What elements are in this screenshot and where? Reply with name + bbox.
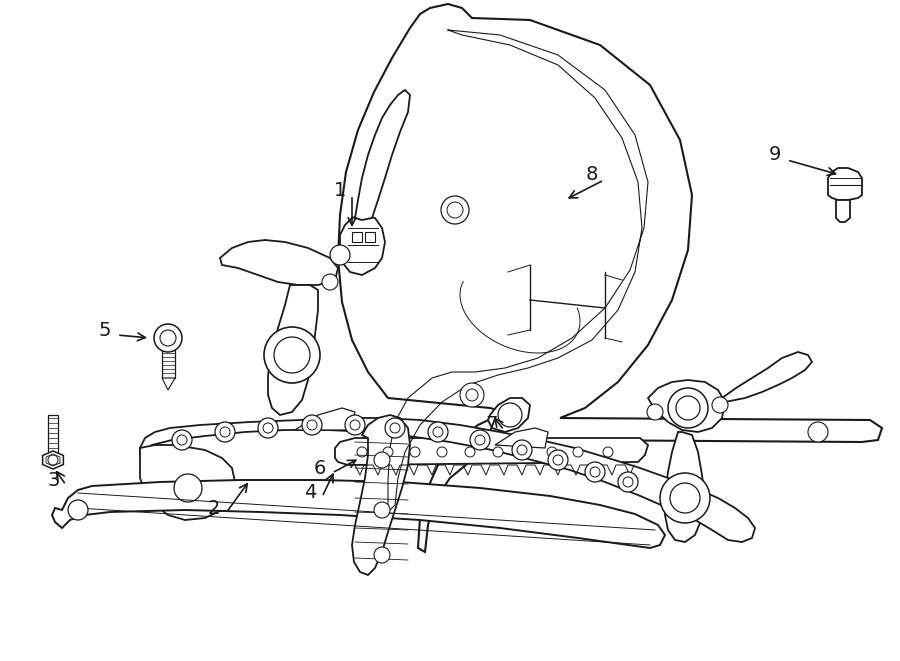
Circle shape [383,447,393,457]
Circle shape [374,502,390,518]
Circle shape [160,330,176,346]
Circle shape [258,418,278,438]
Circle shape [302,415,322,435]
Text: 3: 3 [48,471,60,490]
Polygon shape [48,415,58,455]
Circle shape [547,447,557,457]
Circle shape [512,440,532,460]
Circle shape [48,455,58,465]
Polygon shape [140,445,235,520]
Polygon shape [295,408,355,430]
Circle shape [174,474,202,502]
Polygon shape [338,4,882,552]
Text: 8: 8 [586,165,598,184]
Circle shape [307,420,317,430]
Circle shape [623,477,633,487]
Circle shape [374,452,390,468]
Polygon shape [220,240,338,285]
Text: 1: 1 [334,180,346,200]
Text: 9: 9 [769,145,781,165]
Polygon shape [52,480,665,548]
Circle shape [573,447,583,457]
Circle shape [590,467,600,477]
Circle shape [447,202,463,218]
Polygon shape [140,418,755,542]
Circle shape [460,383,484,407]
Circle shape [660,473,710,523]
Circle shape [428,422,448,442]
Polygon shape [340,215,385,275]
Circle shape [465,447,475,457]
Circle shape [350,420,360,430]
Circle shape [466,389,478,401]
Circle shape [548,450,568,470]
Circle shape [263,423,273,433]
Polygon shape [495,428,548,448]
Text: 6: 6 [314,459,326,477]
Circle shape [493,447,503,457]
Circle shape [264,327,320,383]
Polygon shape [365,232,375,242]
Circle shape [808,422,828,442]
Polygon shape [162,350,175,378]
Circle shape [357,447,367,457]
Circle shape [498,403,522,427]
Polygon shape [355,90,410,220]
Text: 5: 5 [99,321,112,340]
Circle shape [712,397,728,413]
Polygon shape [352,415,410,575]
Polygon shape [836,200,850,222]
Text: 7: 7 [486,416,499,434]
Circle shape [374,547,390,563]
Polygon shape [268,285,318,415]
Circle shape [433,427,443,437]
Circle shape [330,245,350,265]
Polygon shape [42,451,63,469]
Circle shape [517,445,527,455]
Circle shape [437,447,447,457]
Circle shape [618,472,638,492]
Circle shape [215,422,235,442]
Circle shape [470,430,490,450]
Text: 2: 2 [208,498,220,518]
Circle shape [385,418,405,438]
Circle shape [647,404,663,420]
Circle shape [668,388,708,428]
Polygon shape [722,352,812,402]
Circle shape [475,435,485,445]
Text: 4: 4 [304,483,316,502]
Circle shape [670,483,700,513]
Circle shape [274,337,310,373]
Circle shape [390,423,400,433]
Circle shape [177,435,187,445]
Polygon shape [665,432,705,542]
Polygon shape [352,232,362,242]
Circle shape [603,447,613,457]
Polygon shape [335,438,648,465]
Polygon shape [648,380,725,432]
Circle shape [220,427,230,437]
Circle shape [154,324,182,352]
Circle shape [172,430,192,450]
Circle shape [322,274,338,290]
Polygon shape [828,168,862,200]
Circle shape [520,447,530,457]
Circle shape [410,447,420,457]
Circle shape [676,396,700,420]
Circle shape [68,500,88,520]
Circle shape [441,196,469,224]
Circle shape [345,415,365,435]
Polygon shape [488,398,530,432]
Circle shape [553,455,563,465]
Circle shape [585,462,605,482]
Polygon shape [162,378,175,390]
